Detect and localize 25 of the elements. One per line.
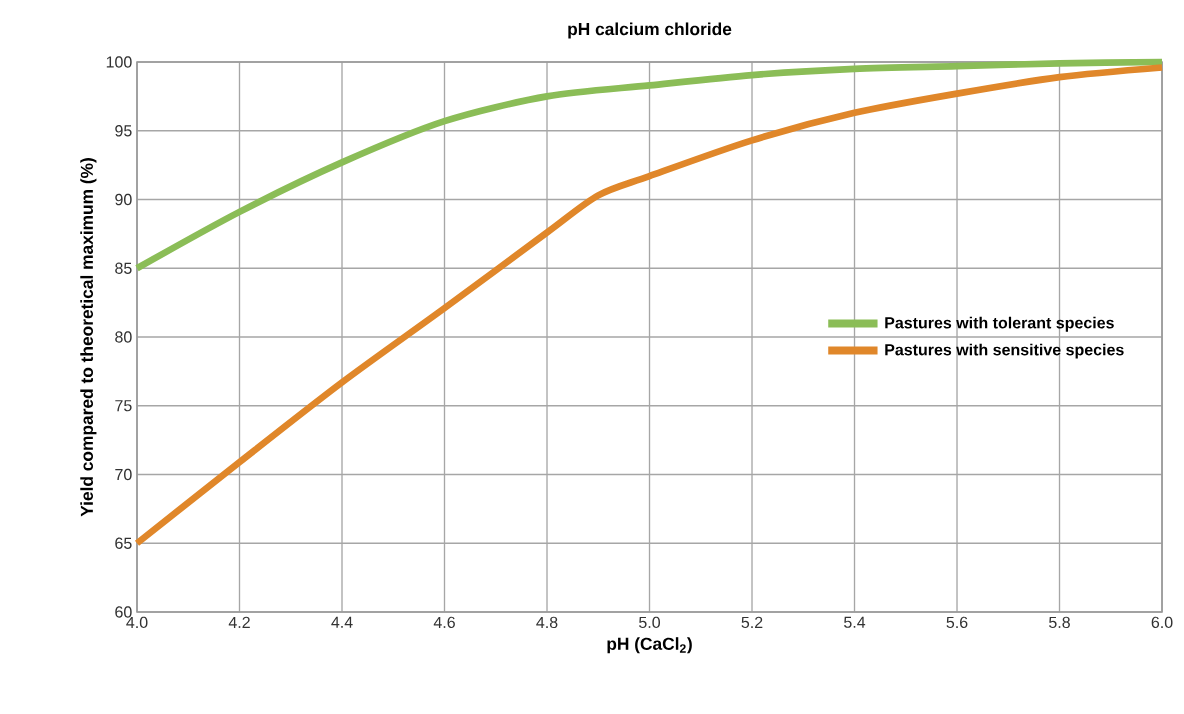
x-tick-label: 6.0 <box>1151 616 1173 629</box>
y-tick-label: 100 <box>106 56 132 68</box>
y-tick-label: 65 <box>115 537 132 549</box>
y-tick-label: 95 <box>115 125 132 137</box>
x-tick-label: 5.4 <box>844 616 866 628</box>
chart-title: pH calcium chloride <box>568 22 732 39</box>
x-tick-label: 5.6 <box>946 616 968 629</box>
y-tick-label: 85 <box>115 262 132 274</box>
x-tick-label: 5.2 <box>741 616 763 629</box>
y-tick-label: 90 <box>115 193 132 206</box>
legend-label: Pastures with sensitive species <box>885 343 1124 359</box>
y-axis-title: Yield compared to theoretical maximum (%) <box>80 158 97 517</box>
x-tick-label: 4.8 <box>536 616 558 629</box>
y-tick-label: 60 <box>115 606 132 618</box>
x-axis-title: pH (CaCl$_{2}$) <box>607 637 692 654</box>
x-tick-label: 4.6 <box>433 616 455 629</box>
x-tick-label: 5.0 <box>639 616 661 629</box>
legend-label: Pastures with tolerant species <box>885 316 1114 332</box>
x-tick-label: 4.4 <box>331 616 353 628</box>
x-tick-label: 5.8 <box>1049 616 1070 629</box>
x-tick-label: 4.0 <box>126 616 148 629</box>
y-tick-label: 75 <box>115 400 132 412</box>
y-tick-label: 70 <box>115 468 132 481</box>
x-tick-label: 4.2 <box>228 616 250 628</box>
y-tick-label: 80 <box>115 331 132 343</box>
